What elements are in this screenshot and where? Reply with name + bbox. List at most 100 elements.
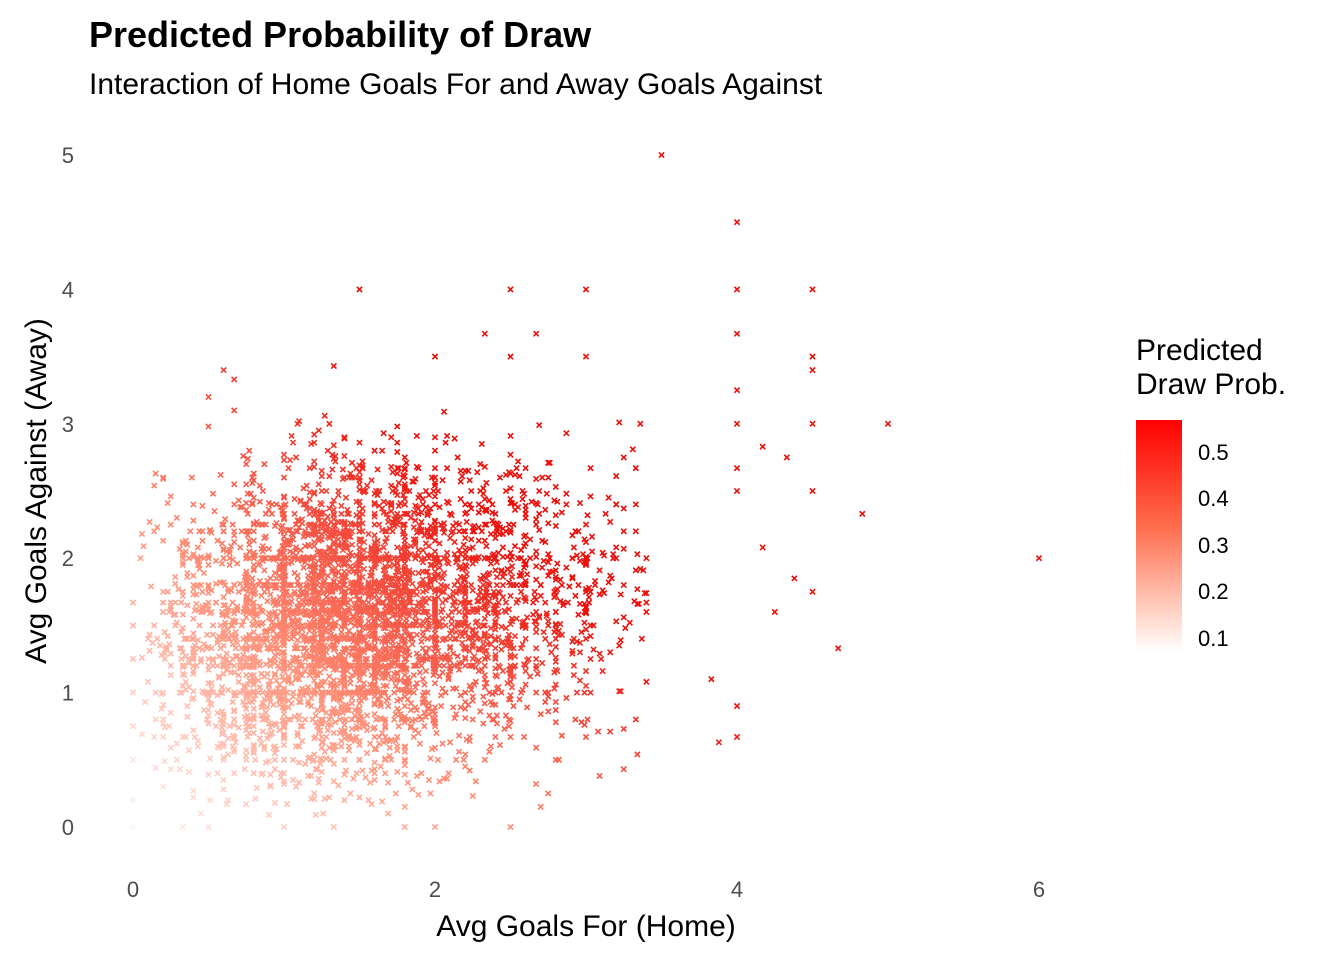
scatter-point [341,521,348,528]
scatter-point [620,581,627,589]
scatter-point [537,710,544,718]
scatter-point [392,489,399,496]
scatter-point [329,501,336,508]
scatter-point [481,630,488,637]
scatter-point [469,693,476,700]
scatter-point [279,635,286,643]
scatter-point [321,412,328,419]
scatter-point [388,645,395,652]
scatter-point [255,689,262,696]
scatter-point [431,464,439,472]
scatter-point [401,565,408,573]
scatter-point [401,580,408,587]
scatter-point [371,688,378,695]
x-tick-label: 6 [1033,877,1045,902]
scatter-point [181,671,188,679]
scatter-point [452,710,460,718]
scatter-point [288,680,295,687]
scatter-point [508,499,516,507]
scatter-point [224,735,232,742]
scatter-point [348,700,356,707]
scatter-point [474,618,481,625]
scatter-point [261,696,268,703]
scatter-point [333,666,341,673]
scatter-point [318,560,325,567]
scatter-point [487,641,495,648]
scatter-point [462,751,469,758]
scatter-point [264,585,271,593]
scatter-point [382,653,389,660]
scatter-point [347,470,354,477]
scatter-point [326,689,333,696]
scatter-point [280,741,288,749]
scatter-point [214,692,221,699]
scatter-point [256,498,264,505]
scatter-point [539,564,546,571]
scatter-point [401,628,408,636]
scatter-point [516,473,523,480]
scatter-point [218,724,226,731]
scatter-point [323,487,330,495]
scatter-point [563,694,570,702]
scatter-point [403,510,410,518]
legend-label-0-3: 0.3 [1198,533,1229,558]
scatter-point [481,506,488,513]
scatter-point [363,655,371,663]
scatter-point [244,733,251,741]
scatter-point [348,528,356,535]
scatter-point [205,393,212,401]
scatter-point [371,646,378,653]
scatter-point [306,671,313,679]
scatter-point [640,567,647,574]
scatter-point [477,646,484,653]
scatter-point [311,555,318,562]
scatter-point [733,286,741,293]
scatter-point [413,463,421,470]
scatter-point [191,642,199,649]
scatter-point [323,635,330,643]
scatter-point [294,616,301,624]
scatter-point [487,624,495,632]
scatter-point [303,611,310,618]
scatter-point [733,330,741,337]
scatter-point [359,520,366,527]
scatter-point [224,796,232,804]
scatter-point [481,671,488,679]
scatter-point [371,510,378,518]
scatter-point [301,501,309,508]
scatter-point [311,677,318,684]
scatter-point [641,589,649,597]
scatter-point [454,556,461,563]
scatter-point [315,481,322,488]
scatter-point [232,618,239,625]
scatter-point [507,692,514,699]
scatter-point [371,759,378,766]
scatter-point [205,423,212,430]
scatter-point [298,689,306,696]
scatter-point [427,790,434,797]
scatter-point [489,592,496,599]
scatter-point [552,706,559,714]
scatter-point [552,622,559,629]
scatter-point [375,599,383,606]
scatter-point [546,459,553,466]
scatter-point [271,670,279,677]
scatter-point [437,692,445,699]
scatter-point [179,588,186,595]
scatter-point [419,692,427,699]
scatter-point [385,518,392,526]
scatter-point [252,589,259,597]
scatter-point [178,599,185,606]
scatter-point [326,595,333,602]
scatter-point [318,530,325,538]
scatter-point [533,521,540,528]
scatter-point [351,615,359,622]
scatter-point [418,518,425,526]
scatter-point [341,662,348,669]
scatter-point [382,723,389,730]
scatter-point [363,712,371,719]
scatter-point [409,786,416,793]
scatter-point [437,608,445,616]
scatter-point [246,698,253,706]
